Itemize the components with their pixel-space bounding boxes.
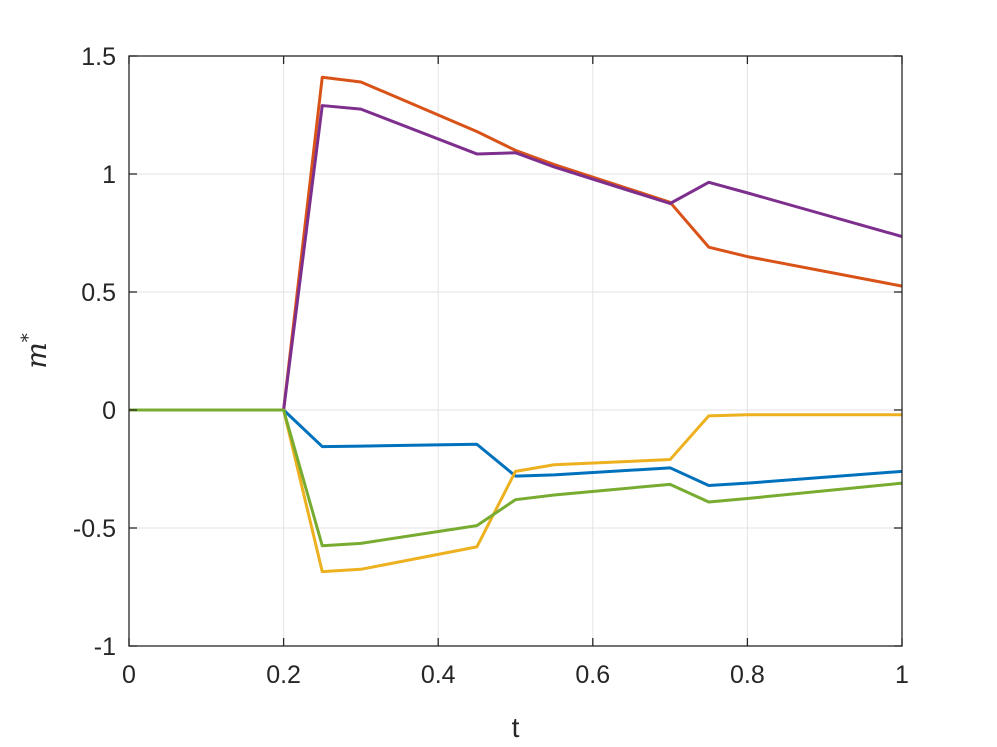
svg-text:m*: m* xyxy=(18,333,53,369)
y-tick-label: 0.5 xyxy=(81,279,116,307)
series-line-3 xyxy=(129,408,902,574)
plot-frame xyxy=(128,55,903,647)
x-tick-labels: 0 0.2 0.4 0.6 0.8 1 xyxy=(122,661,909,689)
tick-marks xyxy=(128,55,903,647)
x-tick-label: 0.2 xyxy=(266,661,301,689)
series-line-1 xyxy=(129,408,903,488)
y-axis-label-superscript: * xyxy=(18,333,39,342)
y-axis-label: m* xyxy=(18,333,53,369)
series-line-2 xyxy=(129,75,903,412)
x-tick-label: 1 xyxy=(895,661,909,689)
y-tick-label: 1.5 xyxy=(81,43,116,71)
y-tick-labels: -1 -0.5 0 0.5 1 1.5 xyxy=(73,43,116,661)
series-lines xyxy=(129,75,903,574)
x-axis-label: t xyxy=(512,712,520,743)
x-tick-label: 0.6 xyxy=(575,661,610,689)
series-line-4 xyxy=(129,104,903,412)
x-tick-label: 0.4 xyxy=(421,661,456,689)
y-tick-label: -0.5 xyxy=(73,515,116,543)
plot-area xyxy=(129,56,902,646)
y-axis-label-text: m xyxy=(20,342,53,369)
x-tick-label: 0 xyxy=(122,661,136,689)
y-tick-label: 0 xyxy=(102,397,116,425)
x-tick-label: 0.8 xyxy=(730,661,765,689)
series-line-5 xyxy=(129,408,903,548)
y-tick-label: 1 xyxy=(102,161,116,189)
y-tick-label: -1 xyxy=(94,633,116,661)
